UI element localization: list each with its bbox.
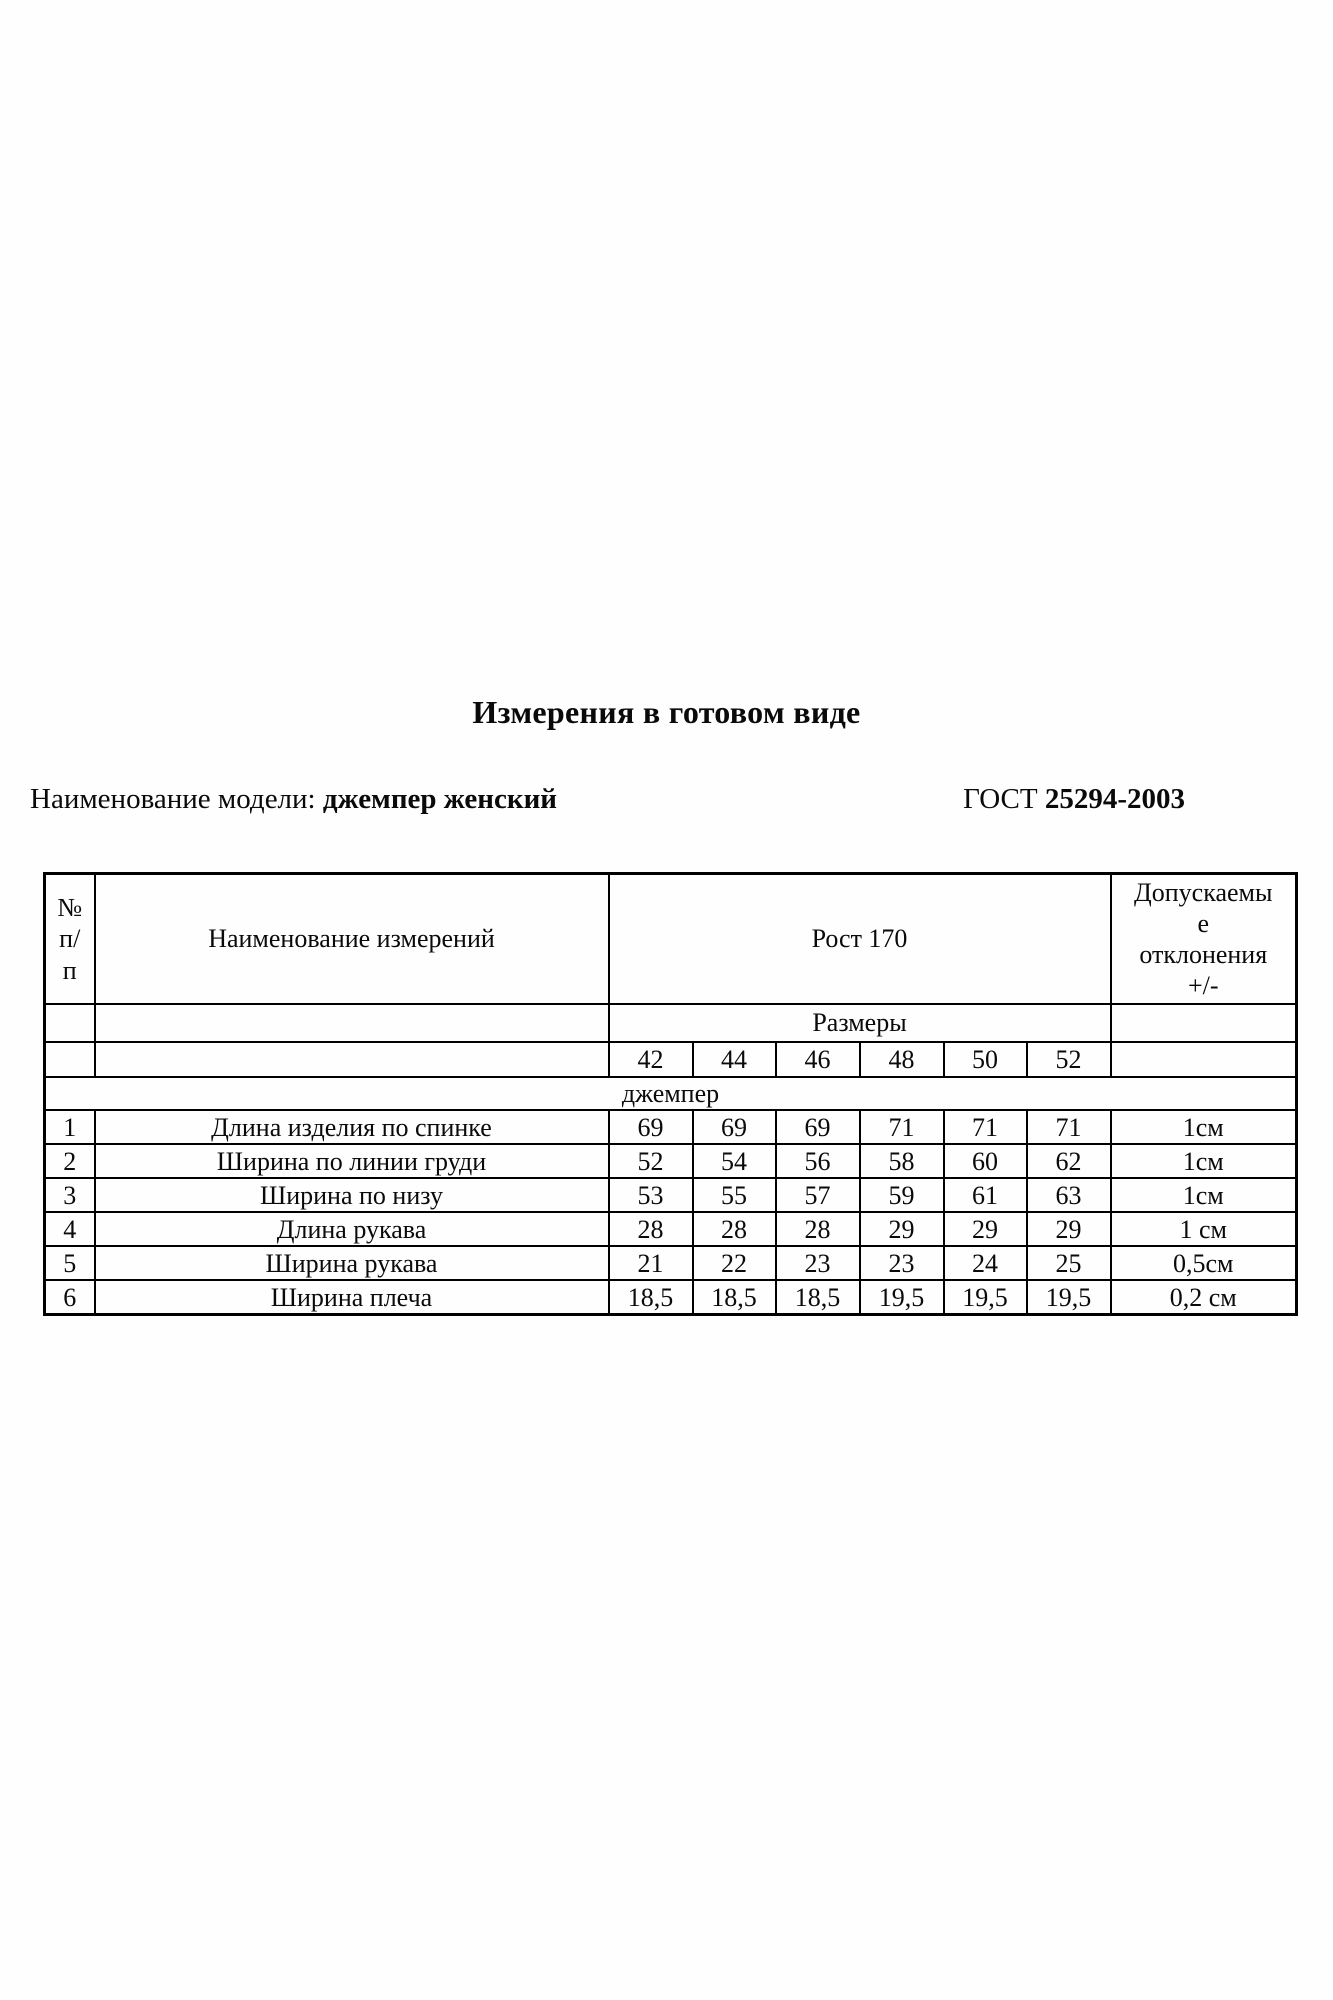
header-num: № п/ п [43, 872, 96, 1005]
value: 52 [607, 1143, 694, 1180]
model-line: Наименование модели: джемпер женский ГОС… [30, 783, 1185, 816]
value: 19,5 [1025, 1279, 1112, 1316]
value: 21 [607, 1245, 694, 1282]
value: 60 [942, 1143, 1028, 1180]
value: 71 [1025, 1109, 1112, 1146]
row-num: 6 [43, 1279, 96, 1316]
table-row: 5 Ширина рукава 21 22 23 23 24 25 0,5см [43, 1245, 1298, 1282]
table-row: 3 Ширина по низу 53 55 57 59 61 63 1см [43, 1177, 1298, 1214]
value: 22 [691, 1245, 777, 1282]
table-header-row: № п/ п Наименование измерений Рост 170 Д… [43, 872, 1298, 1005]
size-44: 44 [691, 1041, 777, 1078]
gost-value: 25294-2003 [1044, 783, 1185, 815]
empty-cell [1109, 1041, 1298, 1078]
measurements-table: № п/ п Наименование измерений Рост 170 Д… [43, 872, 1298, 1317]
value: 18,5 [607, 1279, 694, 1316]
model-label: Наименование модели: [30, 783, 316, 815]
sizes-row: 42 44 46 48 50 52 [43, 1041, 1298, 1078]
size-46: 46 [774, 1041, 861, 1078]
tolerance: 1см [1109, 1177, 1298, 1214]
empty-cell [1109, 1003, 1298, 1043]
measurement-name: Ширина по низу [93, 1177, 610, 1214]
tolerance: 0,2 см [1109, 1279, 1298, 1316]
garment-group-label: джемпер [43, 1075, 1298, 1112]
value: 61 [942, 1177, 1028, 1214]
value: 25 [1025, 1245, 1112, 1282]
header-measurement-name: Наименование измерений [93, 872, 610, 1005]
model-name: Наименование модели: джемпер женский [30, 783, 557, 816]
value: 58 [858, 1143, 945, 1180]
table-row: 2 Ширина по линии груди 52 54 56 58 60 6… [43, 1143, 1298, 1180]
row-num: 5 [43, 1245, 96, 1282]
row-num: 4 [43, 1211, 96, 1248]
value: 18,5 [774, 1279, 861, 1316]
empty-cell [93, 1003, 610, 1043]
value: 56 [774, 1143, 861, 1180]
header-tolerance: Допускаемы е отклонения +/- [1109, 872, 1298, 1005]
value: 29 [1025, 1211, 1112, 1248]
value: 24 [942, 1245, 1028, 1282]
garment-group-row: джемпер [43, 1075, 1298, 1112]
value: 55 [691, 1177, 777, 1214]
sizes-label-row: Размеры [43, 1003, 1298, 1043]
value: 18,5 [691, 1279, 777, 1316]
value: 19,5 [942, 1279, 1028, 1316]
row-num: 1 [43, 1109, 96, 1146]
value: 19,5 [858, 1279, 945, 1316]
value: 28 [691, 1211, 777, 1248]
measurement-name: Длина рукава [93, 1211, 610, 1248]
value: 63 [1025, 1177, 1112, 1214]
gost-label: ГОСТ [963, 783, 1038, 815]
value: 62 [1025, 1143, 1112, 1180]
tolerance: 1см [1109, 1143, 1298, 1180]
size-42: 42 [607, 1041, 694, 1078]
value: 69 [607, 1109, 694, 1146]
table-row: 4 Длина рукава 28 28 28 29 29 29 1 см [43, 1211, 1298, 1248]
value: 71 [858, 1109, 945, 1146]
value: 29 [942, 1211, 1028, 1248]
empty-cell [93, 1041, 610, 1078]
model-value: джемпер женский [322, 783, 557, 815]
page-title: Измерения в готовом виде [472, 694, 861, 730]
tolerance: 1см [1109, 1109, 1298, 1146]
row-num: 3 [43, 1177, 96, 1214]
header-height-group: Рост 170 [607, 872, 1112, 1005]
measurement-name: Ширина плеча [93, 1279, 610, 1316]
gost-reference: ГОСТ 25294-2003 [963, 783, 1185, 816]
value: 28 [607, 1211, 694, 1248]
value: 57 [774, 1177, 861, 1214]
empty-cell [43, 1041, 96, 1078]
value: 69 [774, 1109, 861, 1146]
row-num: 2 [43, 1143, 96, 1180]
value: 54 [691, 1143, 777, 1180]
tolerance: 0,5см [1109, 1245, 1298, 1282]
value: 69 [691, 1109, 777, 1146]
value: 23 [858, 1245, 945, 1282]
measurement-name: Ширина по линии груди [93, 1143, 610, 1180]
sizes-label: Размеры [607, 1003, 1112, 1043]
size-48: 48 [858, 1041, 945, 1078]
tolerance: 1 см [1109, 1211, 1298, 1248]
size-50: 50 [942, 1041, 1028, 1078]
value: 29 [858, 1211, 945, 1248]
table-row: 1 Длина изделия по спинке 69 69 69 71 71… [43, 1109, 1298, 1146]
value: 71 [942, 1109, 1028, 1146]
value: 23 [774, 1245, 861, 1282]
size-52: 52 [1025, 1041, 1112, 1078]
value: 59 [858, 1177, 945, 1214]
value: 28 [774, 1211, 861, 1248]
table-row: 6 Ширина плеча 18,5 18,5 18,5 19,5 19,5 … [43, 1279, 1298, 1316]
measurement-name: Ширина рукава [93, 1245, 610, 1282]
empty-cell [43, 1003, 96, 1043]
value: 53 [607, 1177, 694, 1214]
measurement-name: Длина изделия по спинке [93, 1109, 610, 1146]
